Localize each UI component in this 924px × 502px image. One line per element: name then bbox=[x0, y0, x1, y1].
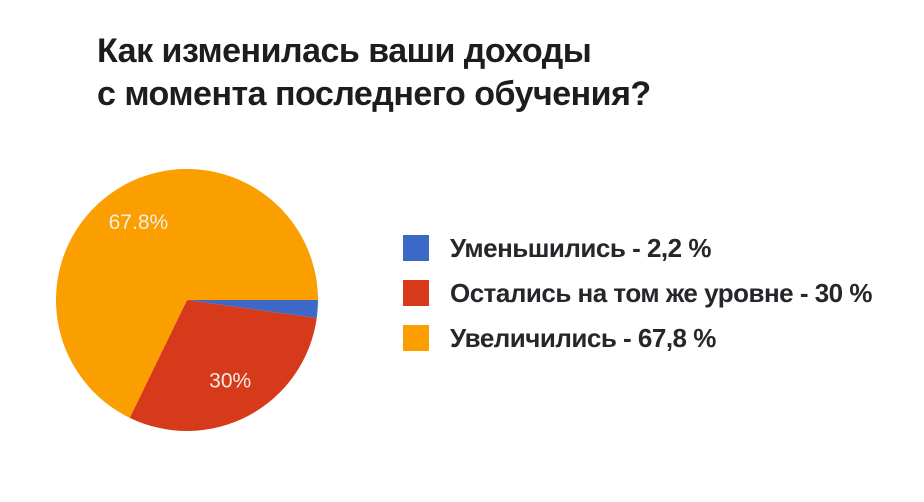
legend-swatch bbox=[403, 325, 429, 351]
legend: Уменьшились - 2,2 % Остались на том же у… bbox=[403, 233, 873, 353]
legend-item: Уменьшились - 2,2 % bbox=[403, 233, 872, 263]
pie-slice bbox=[187, 300, 318, 319]
pie-chart: 30% 67.8% bbox=[56, 169, 318, 431]
legend-swatch bbox=[403, 235, 429, 261]
legend-label: Уменьшились - 2,2 % bbox=[450, 232, 711, 263]
legend-label: Увеличились - 67,8 % bbox=[450, 322, 716, 353]
pie-slice bbox=[129, 300, 317, 431]
legend-item: Остались на том же уровне - 30 % bbox=[403, 277, 873, 308]
pie-slice bbox=[56, 169, 318, 418]
legend-item: Увеличились - 67,8 % bbox=[403, 323, 872, 353]
chart-title: Как изменилась ваши доходы с момента пос… bbox=[97, 32, 651, 113]
pie-slice-label: 30% bbox=[209, 369, 251, 392]
pie-slice-label: 67.8% bbox=[109, 211, 169, 234]
legend-swatch bbox=[403, 280, 429, 306]
legend-label: Остались на том же уровне - 30 % bbox=[450, 277, 873, 308]
